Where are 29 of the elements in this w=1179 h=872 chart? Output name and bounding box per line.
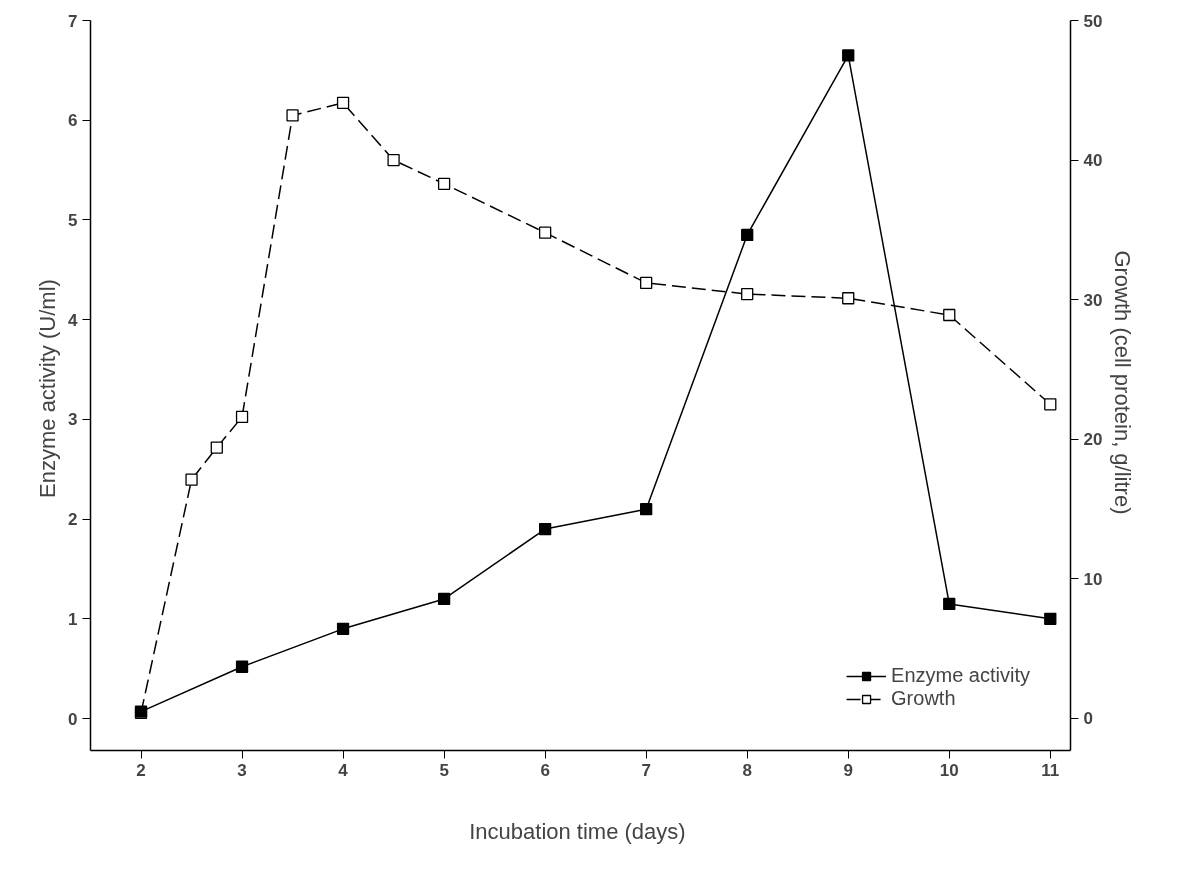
x-tick-label: 6 xyxy=(540,760,550,780)
x-tick-label: 11 xyxy=(1041,760,1060,780)
x-tick-label: 4 xyxy=(338,760,349,780)
legend-label: Enzyme activity xyxy=(891,664,1030,687)
x-tick-label: 10 xyxy=(939,760,959,780)
x-tick-label: 8 xyxy=(742,760,752,780)
x-tick-label: 7 xyxy=(641,760,651,780)
x-tick-label: 2 xyxy=(136,760,146,780)
y2-tick-label: 20 xyxy=(1083,430,1103,450)
y-tick-label: 3 xyxy=(68,410,78,430)
y-tick-label: 2 xyxy=(68,510,78,530)
y2-tick-label: 40 xyxy=(1083,151,1103,171)
y2-tick-label: 0 xyxy=(1083,709,1093,729)
y-tick-label: 0 xyxy=(68,709,78,729)
x-tick-label: 9 xyxy=(843,760,853,780)
y2-tick-label: 10 xyxy=(1083,569,1103,589)
y-tick-label: 6 xyxy=(68,111,78,131)
x-tick-label: 5 xyxy=(439,760,449,780)
y2-tick-label: 50 xyxy=(1083,11,1103,31)
y-tick-label: 4 xyxy=(68,310,79,330)
x-tick-label: 3 xyxy=(237,760,247,780)
y-axis-title: Enzyme activity (U/ml) xyxy=(35,279,61,498)
y2-axis-title: Growth (cell protein, g/litre) xyxy=(1110,250,1136,515)
legend-label: Growth xyxy=(891,687,956,710)
y-tick-label: 7 xyxy=(68,11,78,31)
y-tick-label: 5 xyxy=(68,210,78,230)
x-axis-title: Incubation time (days) xyxy=(469,818,686,844)
y2-tick-label: 30 xyxy=(1083,290,1103,310)
y-tick-label: 1 xyxy=(68,609,78,629)
